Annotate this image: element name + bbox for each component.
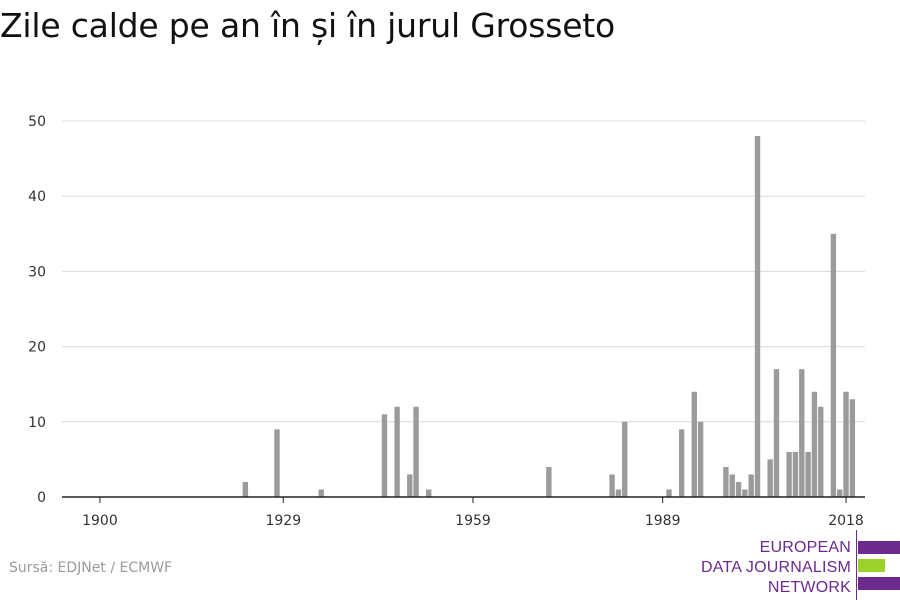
logo-text: EUROPEAN DATA JOURNALISM NETWORK (701, 538, 851, 598)
chart-title: Zile calde pe an în și în jurul Grosseto (0, 6, 616, 45)
bar-2006 (767, 459, 773, 497)
y-tick-label-0: 0 (37, 490, 46, 506)
bar-2013 (811, 391, 818, 497)
bar-1928 (274, 429, 280, 497)
bar-2018 (843, 391, 849, 497)
bar-1971 (546, 466, 552, 497)
edjnet-logo: EUROPEAN DATA JOURNALISM NETWORK (700, 530, 900, 600)
bar-2016 (830, 233, 837, 498)
bar-2007 (773, 369, 780, 497)
bar-2012 (805, 451, 811, 497)
bar-2004 (754, 136, 761, 498)
logo-bar-bottom (858, 577, 900, 590)
y-axis-ticks: 0 10 20 30 40 50 (28, 114, 46, 506)
bar-1981 (609, 474, 615, 497)
y-tick-label-20: 20 (28, 340, 46, 356)
bar-2002 (742, 489, 748, 497)
y-tick-label-10: 10 (28, 415, 46, 431)
bar-1923 (242, 481, 249, 497)
logo-bar-middle (858, 559, 885, 572)
bar-2009 (786, 451, 792, 497)
bar-1947 (394, 406, 400, 497)
bar-1992 (678, 429, 685, 497)
bar-2001 (735, 481, 742, 497)
y-tick-label-40: 40 (28, 189, 46, 205)
bar-1994 (691, 391, 697, 497)
bar-1982 (615, 489, 622, 497)
bar-2014 (818, 406, 824, 497)
bars (242, 136, 856, 498)
y-tick-label-30: 30 (28, 264, 46, 280)
logo-line-2: DATA JOURNALISM (701, 559, 851, 576)
bar-2010 (792, 451, 799, 497)
x-tick-label-1959: 1959 (455, 513, 491, 529)
logo-bar-top (858, 541, 900, 554)
logo-line-3: NETWORK (767, 579, 851, 596)
bar-2011 (799, 369, 805, 497)
logo-divider (856, 530, 857, 600)
gridlines (62, 120, 865, 423)
logo-line-1: EUROPEAN (759, 539, 851, 556)
x-axis-ticks: 1900 1929 1959 1989 2018 (82, 497, 864, 529)
x-tick-label-1900: 1900 (82, 513, 118, 529)
bar-2000 (729, 474, 735, 497)
bar-1995 (697, 421, 704, 497)
bar-2017 (837, 489, 843, 497)
bar-2019 (849, 399, 856, 497)
source-credit: Sursă: EDJNet / ECMWF (9, 560, 173, 576)
bar-1935 (318, 489, 324, 497)
bar-2003 (748, 474, 754, 497)
bar-1990 (666, 489, 672, 497)
bar-1983 (622, 421, 628, 497)
bar-1952 (426, 489, 432, 497)
bar-1999 (723, 466, 729, 497)
x-tick-label-2018: 2018 (828, 513, 864, 529)
bar-1945 (381, 414, 388, 497)
y-tick-label-50: 50 (28, 114, 46, 130)
bar-1950 (413, 406, 419, 497)
x-tick-label-1989: 1989 (645, 513, 681, 529)
x-tick-label-1929: 1929 (265, 513, 301, 529)
bar-1949 (407, 474, 413, 497)
